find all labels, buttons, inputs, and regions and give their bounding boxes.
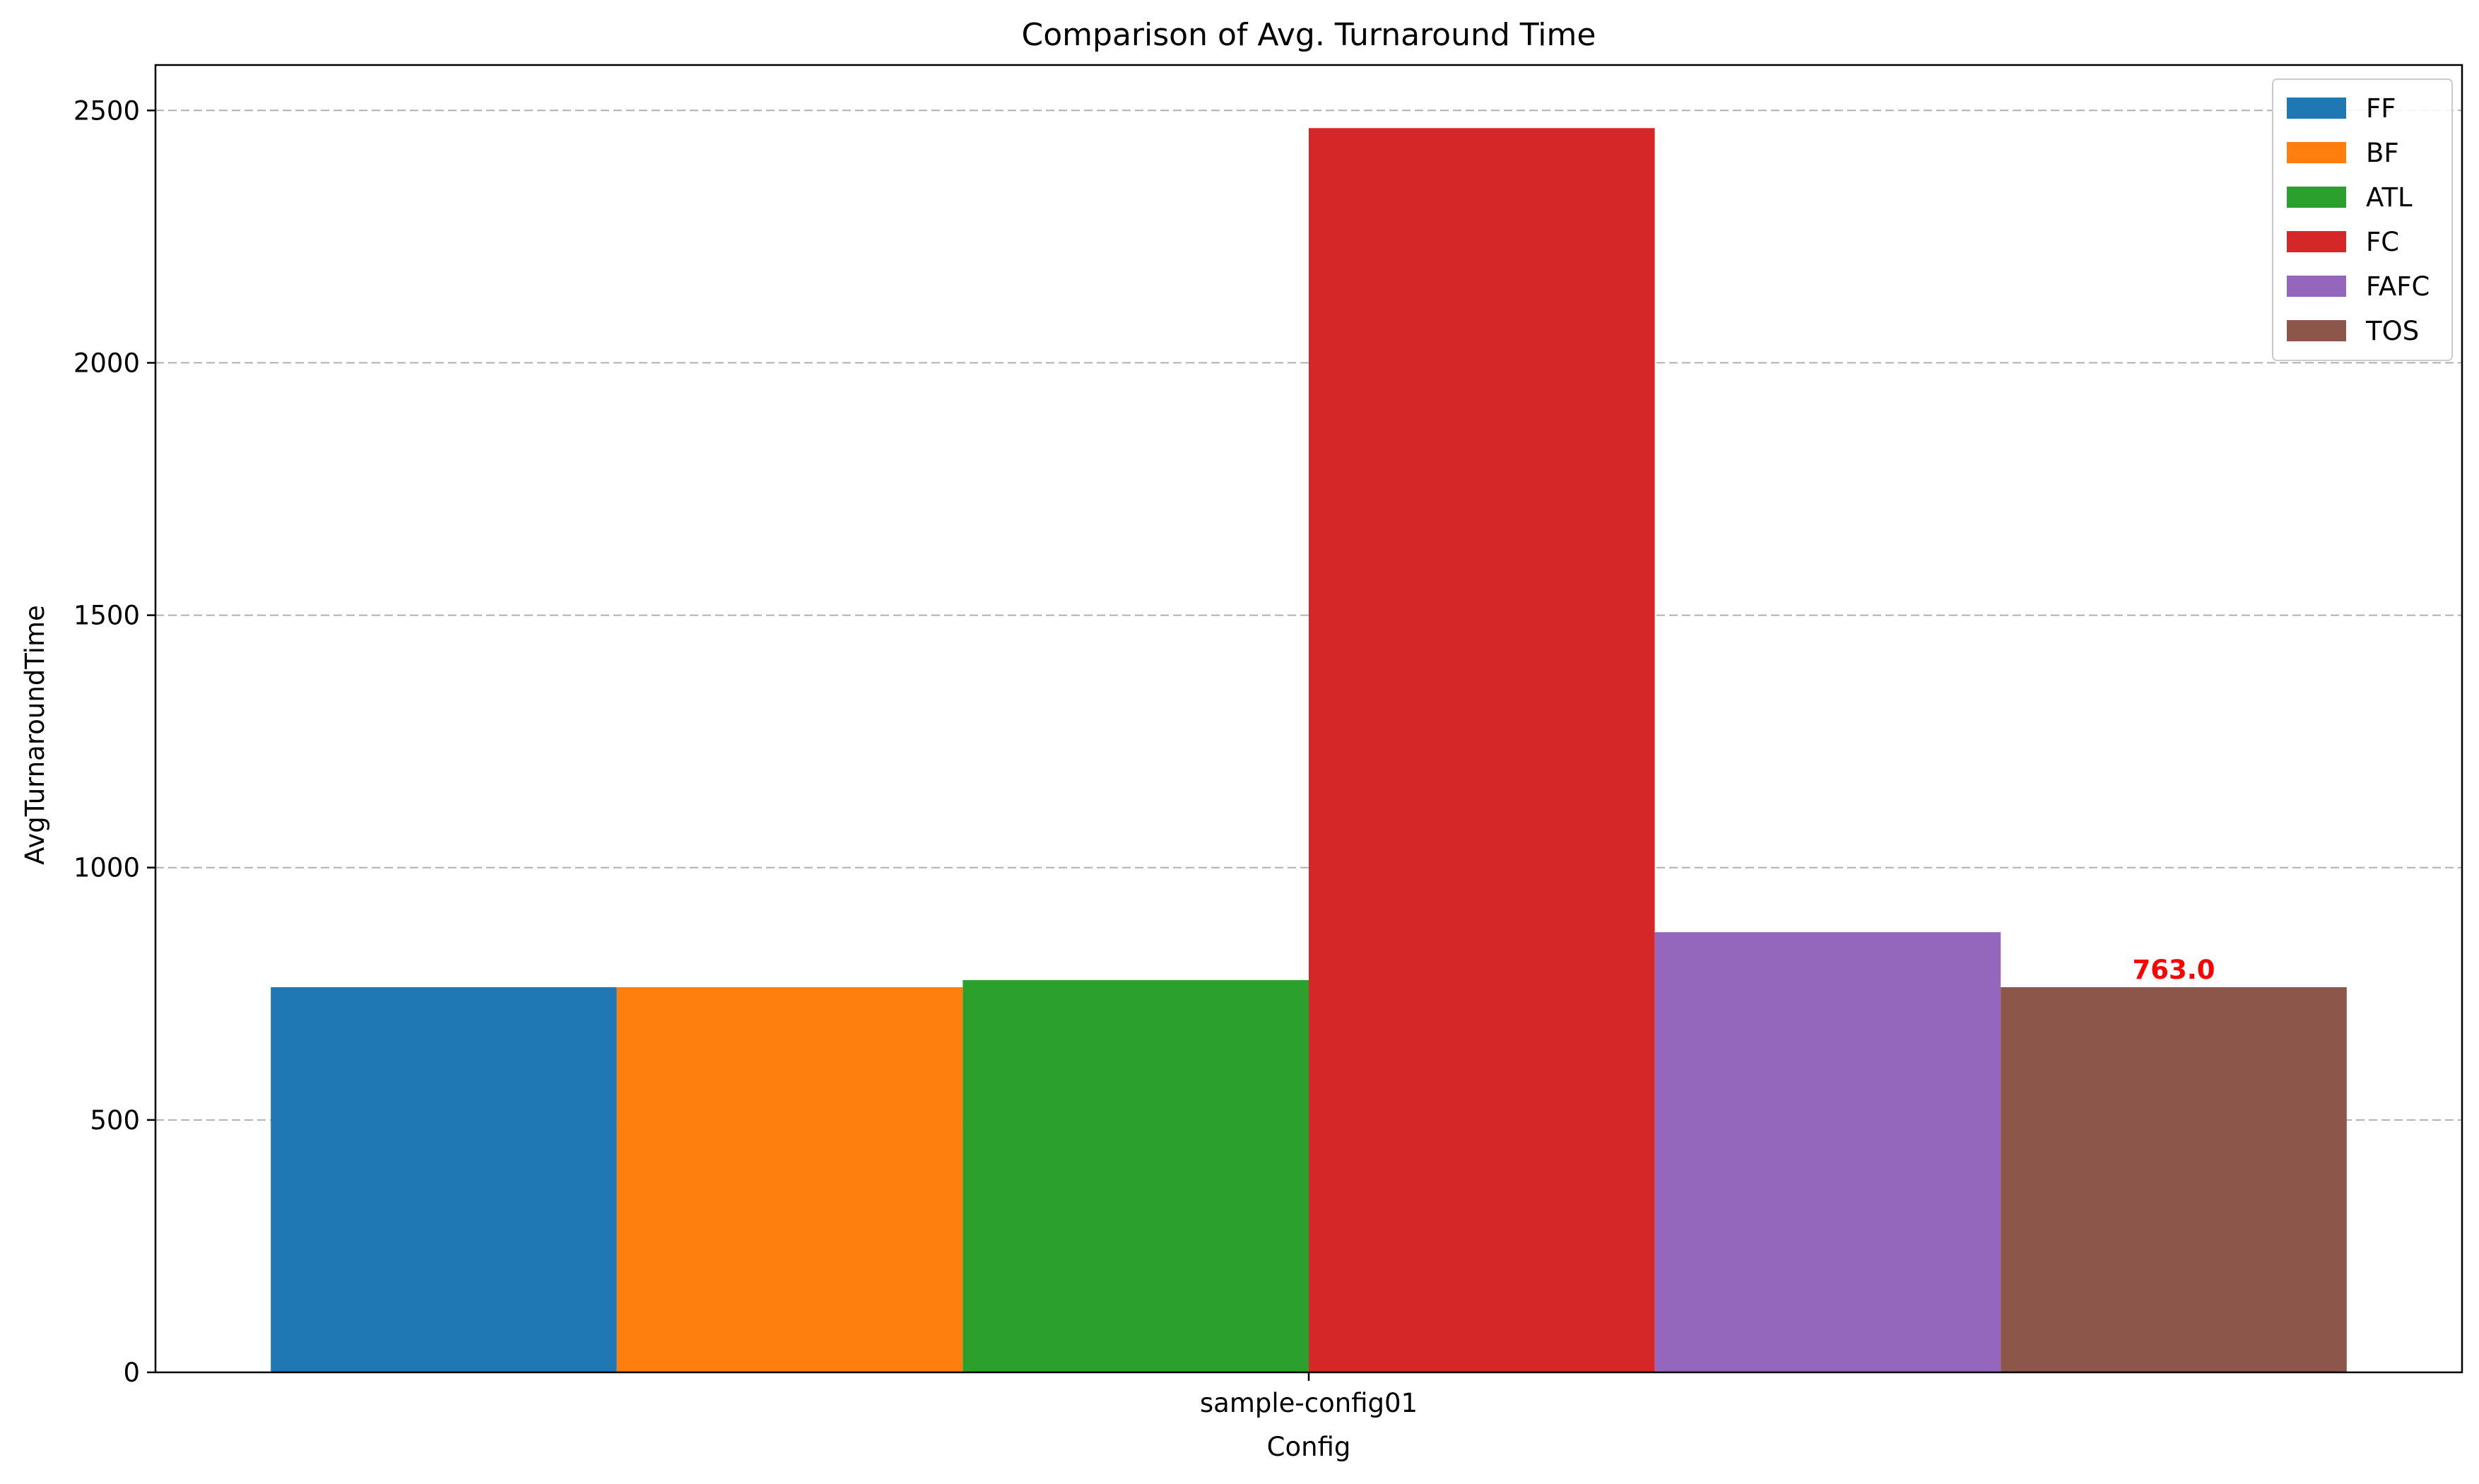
y-tick-label: 2500 xyxy=(73,95,140,126)
legend-label-fc: FC xyxy=(2366,227,2399,257)
legend-label-atl: ATL xyxy=(2366,182,2413,213)
chart-title: Comparison of Avg. Turnaround Time xyxy=(1022,17,1596,53)
y-tick-label: 0 xyxy=(123,1358,140,1388)
legend-label-fafc: FAFC xyxy=(2366,271,2430,302)
bar-fafc xyxy=(1654,932,2001,1372)
legend-swatch-fc xyxy=(2287,231,2346,252)
bars xyxy=(271,128,2347,1372)
y-axis-label: AvgTurnaroundTime xyxy=(20,605,50,865)
bar-atl xyxy=(962,980,1309,1372)
x-tick-label: sample-config01 xyxy=(1200,1388,1418,1418)
x-axis-label: Config xyxy=(1267,1432,1351,1462)
legend-box xyxy=(2272,78,2453,361)
legend-swatch-atl xyxy=(2287,187,2346,208)
legend-label-bf: BF xyxy=(2366,138,2399,168)
y-tick-label: 1500 xyxy=(73,601,140,631)
legend-swatch-fafc xyxy=(2287,276,2346,297)
legend-label-tos: TOS xyxy=(2365,316,2419,346)
data-labels: 763.0 xyxy=(2132,955,2215,985)
bar-ff xyxy=(271,987,617,1372)
legend-swatch-bf xyxy=(2287,142,2346,163)
y-tick-label: 2000 xyxy=(73,348,140,378)
y-tick-label: 500 xyxy=(90,1105,140,1136)
data-label-tos: 763.0 xyxy=(2132,955,2215,985)
bar-bf xyxy=(616,987,963,1372)
bar-fc xyxy=(1309,128,1655,1372)
legend-swatch-ff xyxy=(2287,98,2346,119)
y-tick-label: 1000 xyxy=(73,853,140,883)
legend: FF BF ATL FC FAFC TOS xyxy=(2272,78,2453,361)
legend-label-ff: FF xyxy=(2366,93,2396,124)
legend-swatch-tos xyxy=(2287,320,2346,341)
axes: 0 500 1000 1500 2000 2500 sample-config01 xyxy=(73,64,2463,1418)
bar-tos xyxy=(2001,987,2347,1372)
